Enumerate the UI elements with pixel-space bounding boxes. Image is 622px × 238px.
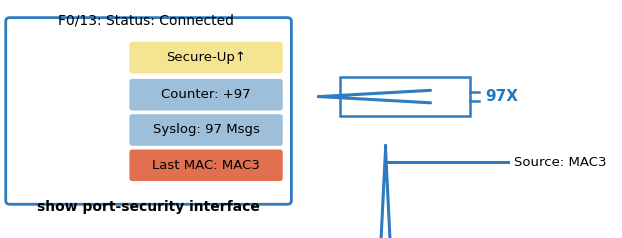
Text: Secure-Up↑: Secure-Up↑ [166, 51, 246, 64]
Text: Last MAC: MAC3: Last MAC: MAC3 [152, 159, 260, 172]
Text: 97X: 97X [485, 89, 518, 104]
FancyBboxPatch shape [129, 42, 283, 73]
FancyBboxPatch shape [129, 114, 283, 146]
FancyBboxPatch shape [129, 149, 283, 181]
Text: F0/13: Status: Connected: F0/13: Status: Connected [57, 14, 233, 28]
Text: Syslog: 97 Msgs: Syslog: 97 Msgs [152, 124, 259, 136]
Text: Source: MAC3: Source: MAC3 [514, 156, 606, 169]
FancyBboxPatch shape [129, 79, 283, 110]
Text: show port-security interface: show port-security interface [37, 199, 260, 213]
Bar [340, 77, 470, 116]
Text: Counter: +97: Counter: +97 [161, 88, 251, 101]
FancyBboxPatch shape [6, 18, 291, 204]
